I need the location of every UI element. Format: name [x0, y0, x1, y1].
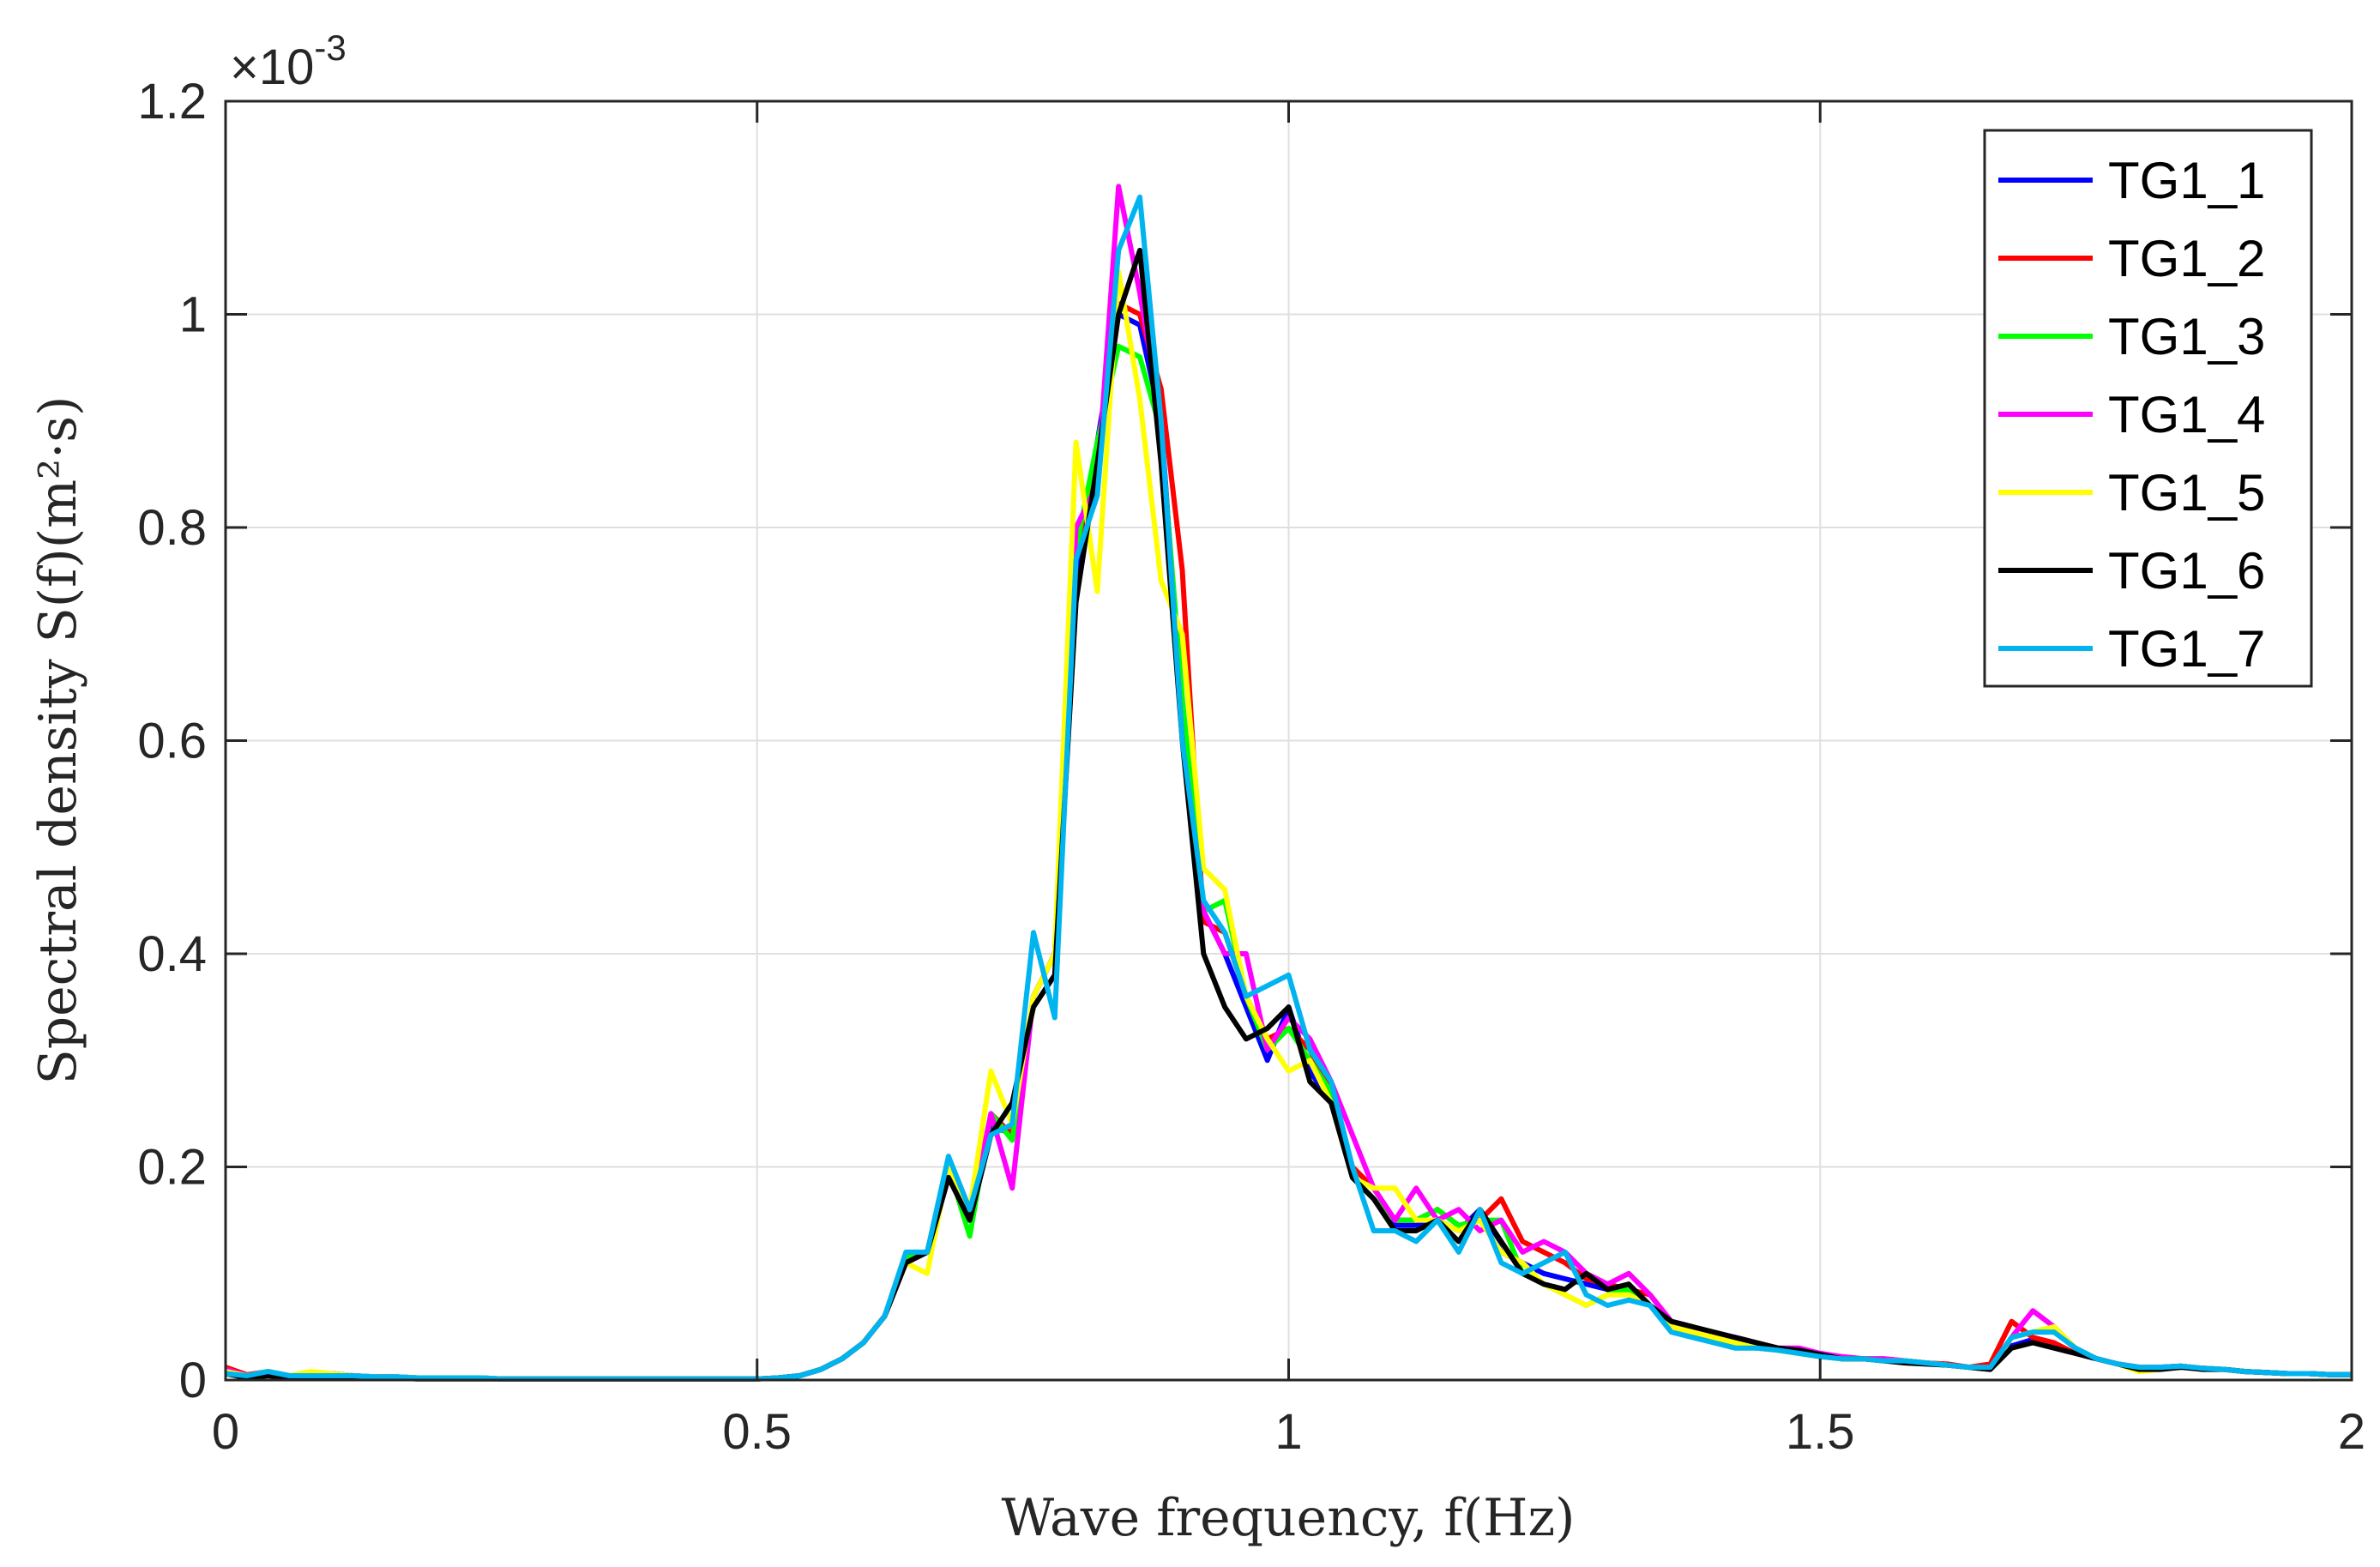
x-tick-label: 2	[2338, 1404, 2365, 1460]
legend-label: TG1_4	[2108, 386, 2265, 443]
x-tick-label: 0.5	[722, 1404, 792, 1460]
y-axis-label: Spectral density S(f)(m²·s)	[28, 396, 88, 1085]
legend-items: TG1_1 TG1_2 TG1_3 TG1_4 TG1_5 TG1_6 TG1_7	[1998, 152, 2265, 678]
y-tick-label: 0.6	[137, 714, 207, 769]
legend-label: TG1_1	[2108, 152, 2265, 209]
y-tick-label: 0.2	[137, 1140, 207, 1196]
y-tick-label: 0	[179, 1353, 207, 1408]
x-axis-label: Wave frequency, f(Hz)	[1002, 1488, 1576, 1548]
legend-label: TG1_3	[2108, 308, 2265, 365]
y-tick-label: 1	[179, 287, 207, 343]
x-tick-label: 0	[212, 1404, 239, 1460]
legend-label: TG1_7	[2108, 620, 2265, 678]
y-tick-label: 1.2	[137, 74, 207, 130]
legend-label: TG1_2	[2108, 230, 2265, 287]
y-exponent-label: ×10-3	[230, 27, 346, 95]
y-tick-label: 0.8	[137, 500, 207, 556]
legend-box	[1983, 129, 2313, 688]
y-tick-label: 0.4	[137, 926, 207, 982]
legend-label: TG1_6	[2108, 542, 2265, 600]
legend: TG1_1 TG1_2 TG1_3 TG1_4 TG1_5 TG1_6 TG1_7	[1983, 129, 2313, 688]
tick-layer: 0 0.5 1 1.5 2 0 0.2 0.4 0.6 0.8 1 1.2	[137, 74, 2365, 1460]
x-tick-label: 1.5	[1786, 1404, 1855, 1460]
legend-label: TG1_5	[2108, 464, 2265, 521]
x-tick-label: 1	[1274, 1404, 1302, 1460]
